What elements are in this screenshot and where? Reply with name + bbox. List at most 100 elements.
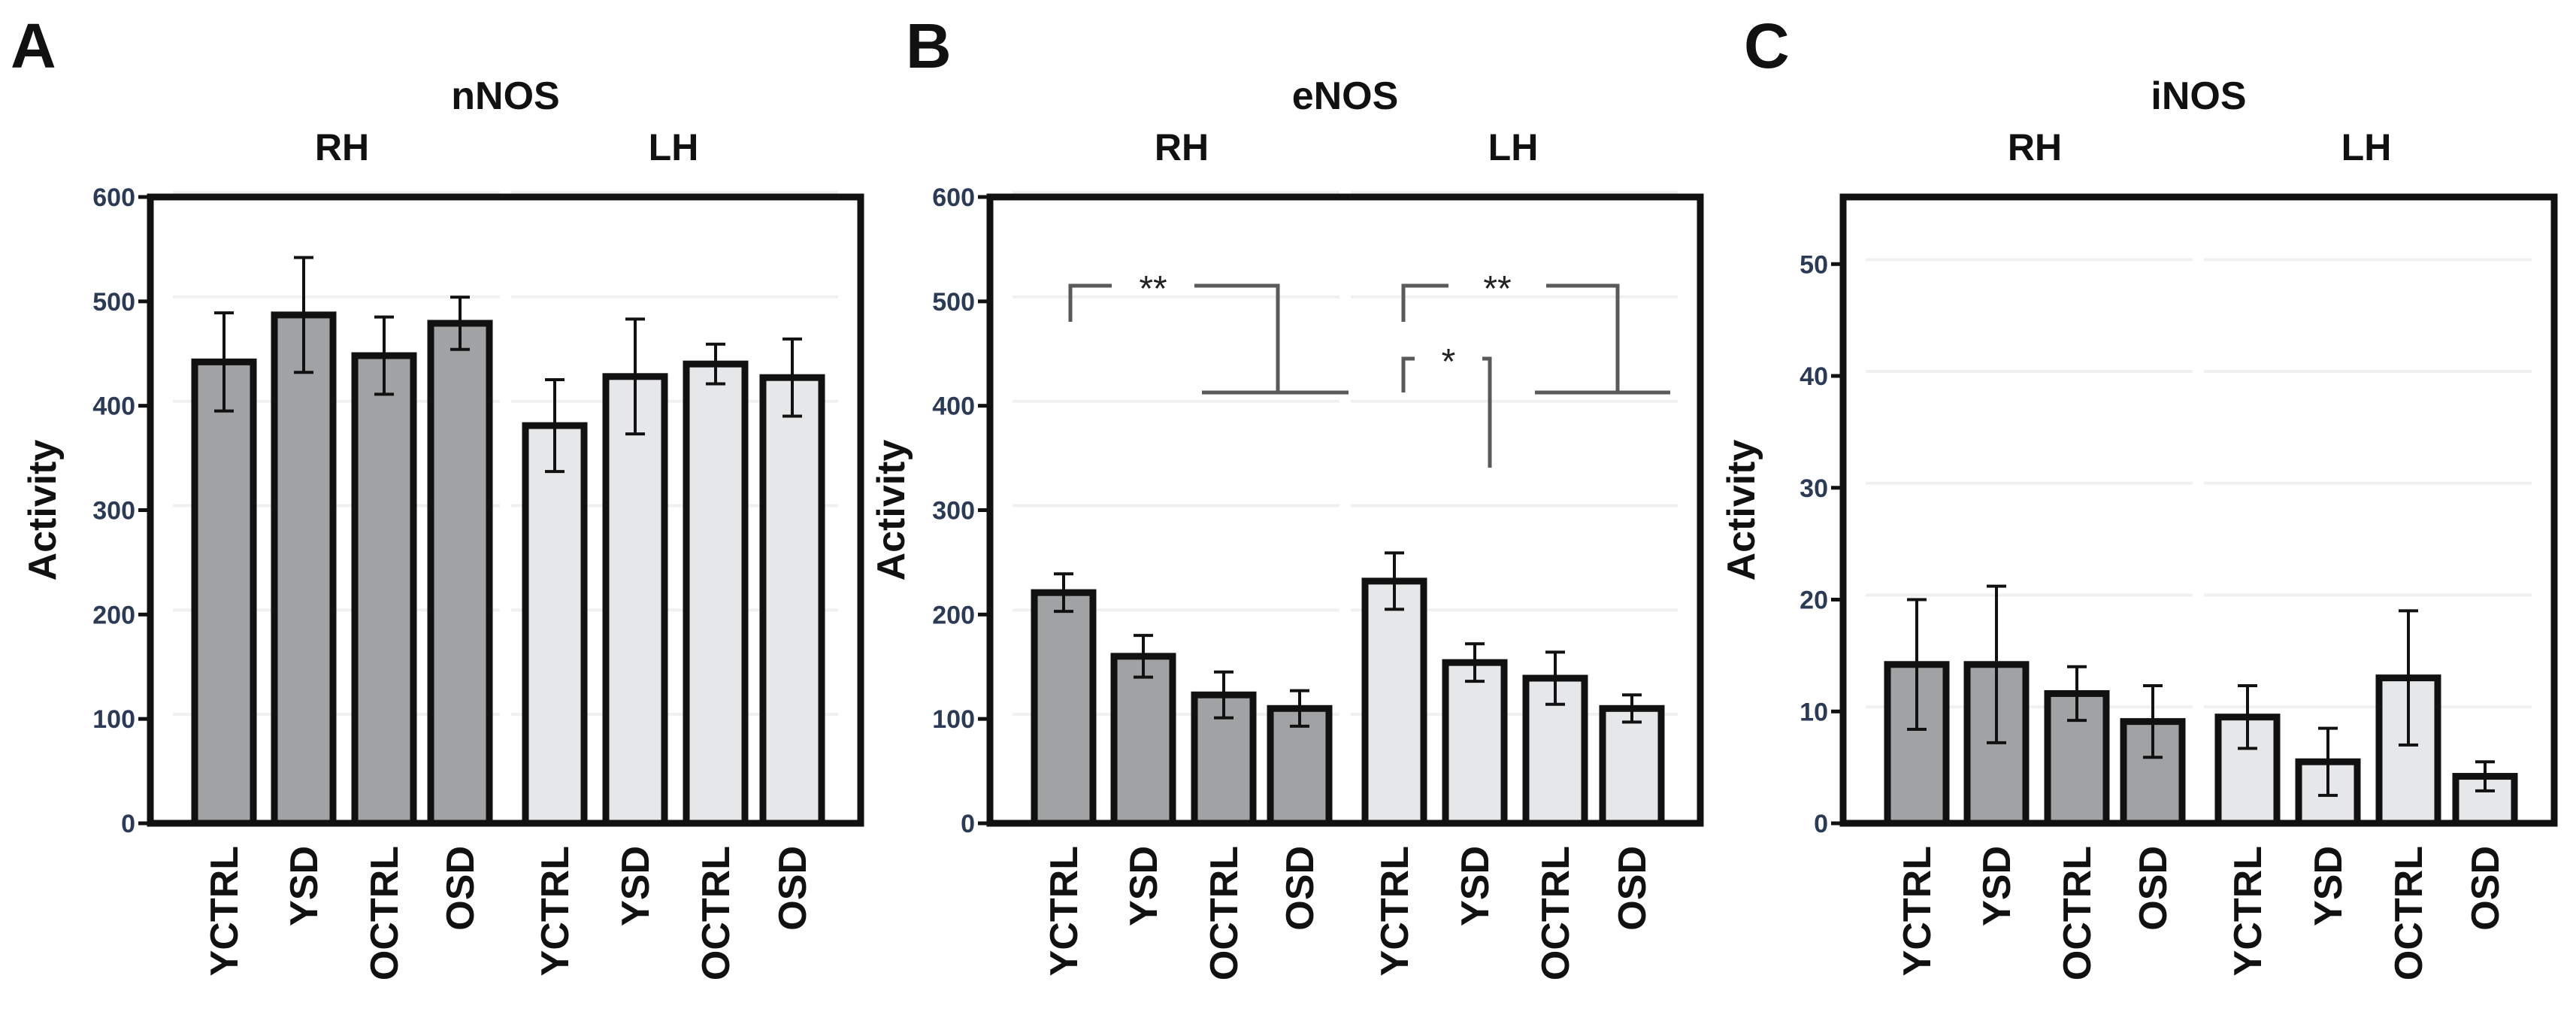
error-bar-rh-octrl bbox=[1214, 670, 1234, 720]
y-tick-label: 400 bbox=[932, 392, 975, 421]
error-bar-lh-octrl bbox=[706, 342, 725, 386]
x-tick-label: YCTRL bbox=[1043, 846, 1086, 976]
group-label-rh: RH bbox=[1155, 126, 1209, 168]
x-tick-label: YSD bbox=[283, 846, 326, 926]
error-bar-rh-osd bbox=[2143, 684, 2163, 759]
x-tick-label: YCTRL bbox=[2226, 846, 2270, 976]
significance-marker: * bbox=[1442, 342, 1456, 382]
error-bar-lh-yctrl bbox=[545, 377, 565, 474]
error-bar-lh-yctrl bbox=[1385, 551, 1404, 611]
panel-label: B bbox=[906, 11, 952, 81]
bar-lh-octrl bbox=[683, 360, 749, 827]
bar-rh-osd bbox=[427, 320, 493, 827]
x-tick-label: YSD bbox=[614, 846, 658, 926]
bracket-line bbox=[1401, 356, 1415, 392]
y-tick-label: 500 bbox=[932, 288, 975, 317]
error-bar-rh-yctrl bbox=[1054, 572, 1073, 614]
significance-bracket: * bbox=[1401, 342, 1492, 468]
bracket-line bbox=[1401, 283, 1448, 322]
error-bar-rh-octrl bbox=[2067, 665, 2087, 723]
y-tick-label: 40 bbox=[1800, 362, 1828, 391]
y-tick-label: 600 bbox=[932, 183, 975, 212]
error-bar-lh-osd bbox=[782, 337, 802, 418]
error-bar-rh-osd bbox=[1290, 689, 1309, 728]
x-tick-label: OSD bbox=[1611, 846, 1654, 931]
bracket-line bbox=[1068, 283, 1112, 322]
bar-lh-ysd bbox=[1442, 659, 1508, 827]
error-bar-lh-yctrl bbox=[2238, 684, 2257, 750]
x-tick-label: YSD bbox=[1975, 846, 2019, 926]
error-bar-lh-osd bbox=[1622, 693, 1642, 724]
y-axis-label: Activity bbox=[21, 440, 65, 581]
significance-marker: ** bbox=[1483, 269, 1511, 309]
bar-lh-yctrl bbox=[1361, 577, 1427, 827]
panel-label: C bbox=[1744, 11, 1790, 81]
error-bar-rh-yctrl bbox=[1907, 598, 1927, 732]
error-bar-lh-ysd bbox=[2318, 726, 2338, 797]
y-tick-label: 500 bbox=[92, 288, 135, 317]
plot-frame bbox=[986, 193, 1704, 827]
y-tick-label: 200 bbox=[932, 601, 975, 629]
x-tick-label: YSD bbox=[1454, 846, 1497, 926]
error-bar-rh-ysd bbox=[1134, 634, 1153, 679]
x-tick-label: YCTRL bbox=[203, 846, 247, 976]
panel-label: A bbox=[11, 11, 56, 81]
bar-lh-yctrl bbox=[522, 422, 588, 827]
y-tick-label: 400 bbox=[92, 392, 135, 421]
bar-rh-ysd bbox=[1110, 653, 1176, 827]
x-tick-label: YSD bbox=[2307, 846, 2350, 926]
error-bar-rh-ysd bbox=[294, 256, 313, 374]
y-axis-label: Activity bbox=[870, 440, 913, 581]
error-bar-lh-octrl bbox=[1545, 650, 1565, 706]
group-label-lh: LH bbox=[649, 126, 699, 168]
y-tick-label: 300 bbox=[932, 497, 975, 526]
x-tick-label: OCTRL bbox=[2056, 846, 2099, 980]
error-bar-lh-osd bbox=[2475, 760, 2495, 792]
x-tick-label: OCTRL bbox=[1203, 846, 1246, 980]
y-tick-label: 0 bbox=[1814, 810, 1828, 838]
x-tick-label: OCTRL bbox=[2387, 846, 2431, 980]
significance-bracket: ** bbox=[1401, 269, 1670, 395]
y-tick-label: 100 bbox=[932, 705, 975, 734]
error-bar-rh-yctrl bbox=[214, 311, 234, 413]
bracket-line bbox=[1482, 356, 1492, 468]
x-tick-label: OSD bbox=[2464, 846, 2508, 931]
y-tick-label: 0 bbox=[961, 810, 975, 838]
error-bar-rh-ysd bbox=[1987, 584, 2006, 744]
bracket-line bbox=[1546, 283, 1620, 392]
x-tick-label: OSD bbox=[439, 846, 483, 931]
plot-frame bbox=[1839, 193, 2558, 827]
y-tick-label: 30 bbox=[1800, 474, 1828, 503]
error-bar-rh-octrl bbox=[374, 315, 394, 396]
y-tick-label: 0 bbox=[121, 810, 135, 838]
x-tick-label: YCTRL bbox=[1896, 846, 1939, 976]
y-tick-label: 10 bbox=[1800, 698, 1828, 726]
x-tick-label: OSD bbox=[771, 846, 815, 931]
plot-frame bbox=[147, 193, 864, 827]
y-tick-label: 100 bbox=[92, 705, 135, 734]
bar-rh-yctrl bbox=[191, 358, 257, 827]
x-tick-label: OCTRL bbox=[363, 846, 407, 980]
bar-rh-octrl bbox=[351, 352, 417, 827]
bar-lh-osd bbox=[1599, 704, 1665, 827]
bar-lh-osd bbox=[759, 374, 825, 827]
chart-title: nNOS bbox=[451, 74, 559, 118]
y-tick-label: 600 bbox=[92, 183, 135, 212]
y-tick-label: 50 bbox=[1800, 250, 1828, 279]
chart-title: iNOS bbox=[2151, 74, 2246, 118]
bar-lh-octrl bbox=[2375, 674, 2441, 827]
y-axis-label: Activity bbox=[1720, 440, 1763, 581]
error-bar-lh-ysd bbox=[1465, 642, 1485, 683]
bracket-line bbox=[1194, 283, 1280, 392]
x-tick-label: OSD bbox=[2132, 846, 2175, 931]
bar-rh-yctrl bbox=[1031, 589, 1097, 827]
bar-rh-ysd bbox=[271, 311, 337, 827]
group-label-lh: LH bbox=[2341, 126, 2392, 168]
y-tick-label: 20 bbox=[1800, 586, 1828, 615]
significance-bracket: ** bbox=[1068, 269, 1349, 395]
x-tick-label: YCTRL bbox=[534, 846, 577, 976]
group-label-rh: RH bbox=[315, 126, 369, 168]
error-bar-rh-osd bbox=[450, 295, 470, 351]
x-tick-label: YSD bbox=[1122, 846, 1166, 926]
